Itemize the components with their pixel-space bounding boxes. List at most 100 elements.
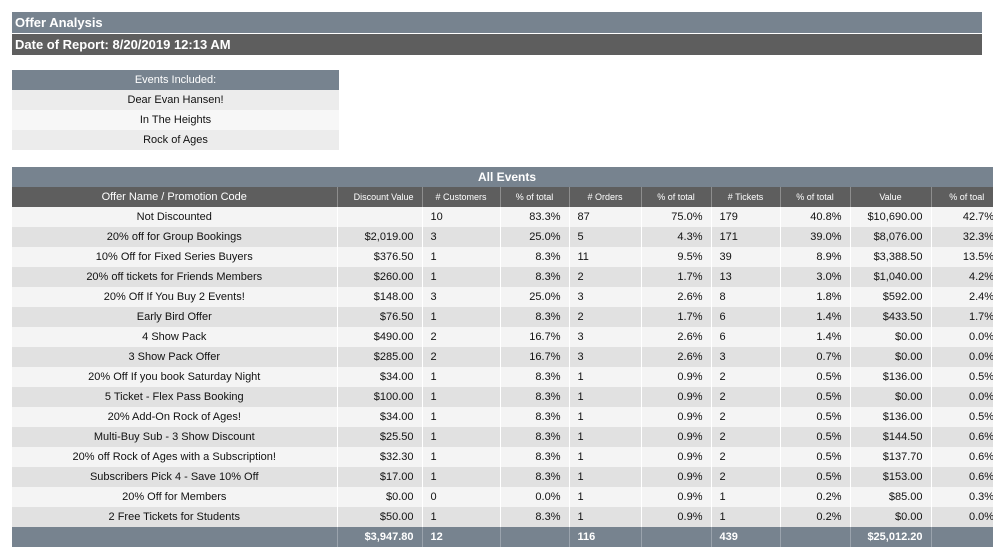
table-cell: $592.00 [849,287,931,307]
table-cell: $136.00 [849,367,931,387]
table-cell: 0.9% [640,467,711,487]
table-cell: 1 [421,507,500,527]
offer-name-cell: 20% off for Group Bookings [12,227,337,247]
table-cell: 1 [421,267,500,287]
table-cell: 1 [568,467,641,487]
table-cell: 0.0% [930,327,993,347]
table-cell: 1 [421,447,500,467]
table-cell: 8.3% [499,407,569,427]
column-header: # Customers [421,187,500,207]
table-cell: $50.00 [336,507,422,527]
offer-name-cell: 20% off tickets for Friends Members [12,267,337,287]
table-cell: 75.0% [640,207,711,227]
table-row: 5 Ticket - Flex Pass Booking $100.00 1 8.3%… [12,387,993,407]
table-cell: 1 [568,387,641,407]
total-cell [640,527,711,547]
table-row: 20% Off If You Buy 2 Events! $148.00 3 25.0… [12,287,993,307]
table-cell: 0.5% [779,447,850,467]
table-cell: 3 [421,227,500,247]
events-included-header: Events Included: [12,70,339,90]
table-cell: 6 [710,307,780,327]
column-header: % of toal [930,187,993,207]
table-body: Not Discounted 10 83.3% 87 75.0% 179 40.8% $10,… [12,207,993,527]
totals-row: $3,947.80 12 116 439 $25,012.20 [12,527,993,547]
event-item: Dear Evan Hansen! [12,90,339,110]
table-cell: 0.7% [779,347,850,367]
total-cell: 116 [568,527,641,547]
column-header: # Tickets [710,187,780,207]
table-cell: 0.5% [930,367,993,387]
table-row: 4 Show Pack $490.00 2 16.7% 3 2.6% 6 1.4% $0.00 0… [12,327,993,347]
table-cell: $433.50 [849,307,931,327]
table-cell: 1 [568,507,641,527]
table-cell: 0.3% [930,487,993,507]
table-cell: 0.9% [640,427,711,447]
table-cell: 39 [710,247,780,267]
table-cell: $148.00 [336,287,422,307]
table-cell: 0.6% [930,447,993,467]
table-cell: 3.0% [779,267,850,287]
offer-analysis-table: All Events Offer Name / Promotion Code Di… [12,167,993,547]
table-cell: 2.4% [930,287,993,307]
table-cell: 1 [568,427,641,447]
column-header: Discount Value [336,187,422,207]
total-cell: $25,012.20 [849,527,931,547]
table-cell: $136.00 [849,407,931,427]
table-cell: 39.0% [779,227,850,247]
table-cell: $100.00 [336,387,422,407]
table-row: Multi-Buy Sub - 3 Show Discount $25.50 1 8.… [12,427,993,447]
column-header: Offer Name / Promotion Code [12,187,337,207]
offer-name-cell: 20% Add-On Rock of Ages! [12,407,337,427]
table-cell: 1 [568,487,641,507]
table-cell: 0.5% [930,407,993,427]
table-cell: $3,388.50 [849,247,931,267]
table-cell: 16.7% [499,347,569,367]
table-cell: 32.3% [930,227,993,247]
table-cell: 0.9% [640,387,711,407]
offer-name-cell: 4 Show Pack [12,327,337,347]
table-cell: 8.3% [499,247,569,267]
table-cell: 42.7% [930,207,993,227]
table-row: 20% off Rock of Ages with a Subscription… [12,447,993,467]
table-cell: 1.7% [640,307,711,327]
column-header: % of total [499,187,569,207]
table-cell: $0.00 [849,387,931,407]
table-cell: 16.7% [499,327,569,347]
table-cell: 2 [710,387,780,407]
total-cell [930,527,993,547]
table-row: 20% Add-On Rock of Ages! $34.00 1 8.3% 1 0.9%… [12,407,993,427]
table-cell: 2.6% [640,287,711,307]
table-cell: 6 [710,327,780,347]
table-cell: 10 [421,207,500,227]
offer-name-cell: Multi-Buy Sub - 3 Show Discount [12,427,337,447]
table-cell: $10,690.00 [849,207,931,227]
table-cell: 5 [568,227,641,247]
table-cell: 9.5% [640,247,711,267]
table-cell: $137.70 [849,447,931,467]
table-cell: $376.50 [336,247,422,267]
table-cell: 2 [421,347,500,367]
table-cell: 2 [710,447,780,467]
table-cell: $1,040.00 [849,267,931,287]
table-cell: 1 [568,367,641,387]
table-cell: 0.9% [640,367,711,387]
total-cell: $3,947.80 [336,527,422,547]
table-cell: 13 [710,267,780,287]
table-cell: 0 [421,487,500,507]
table-cell: 1.4% [779,307,850,327]
table-cell: 8.3% [499,367,569,387]
table-cell: 0.5% [779,427,850,447]
table-cell: 3 [568,347,641,367]
table-cell: $153.00 [849,467,931,487]
table-cell: 3 [568,287,641,307]
offer-name-cell: 20% Off If you book Saturday Night [12,367,337,387]
table-row: Early Bird Offer $76.50 1 8.3% 2 1.7% 6 1.4% $43… [12,307,993,327]
table-cell: 8.3% [499,427,569,447]
report-date: Date of Report: 8/20/2019 12:13 AM [12,34,982,55]
table-cell: 25.0% [499,227,569,247]
column-header: Value [849,187,931,207]
table-cell: $0.00 [849,507,931,527]
table-cell: 1 [710,487,780,507]
table-cell: 2 [568,307,641,327]
table-cell: 0.2% [779,487,850,507]
